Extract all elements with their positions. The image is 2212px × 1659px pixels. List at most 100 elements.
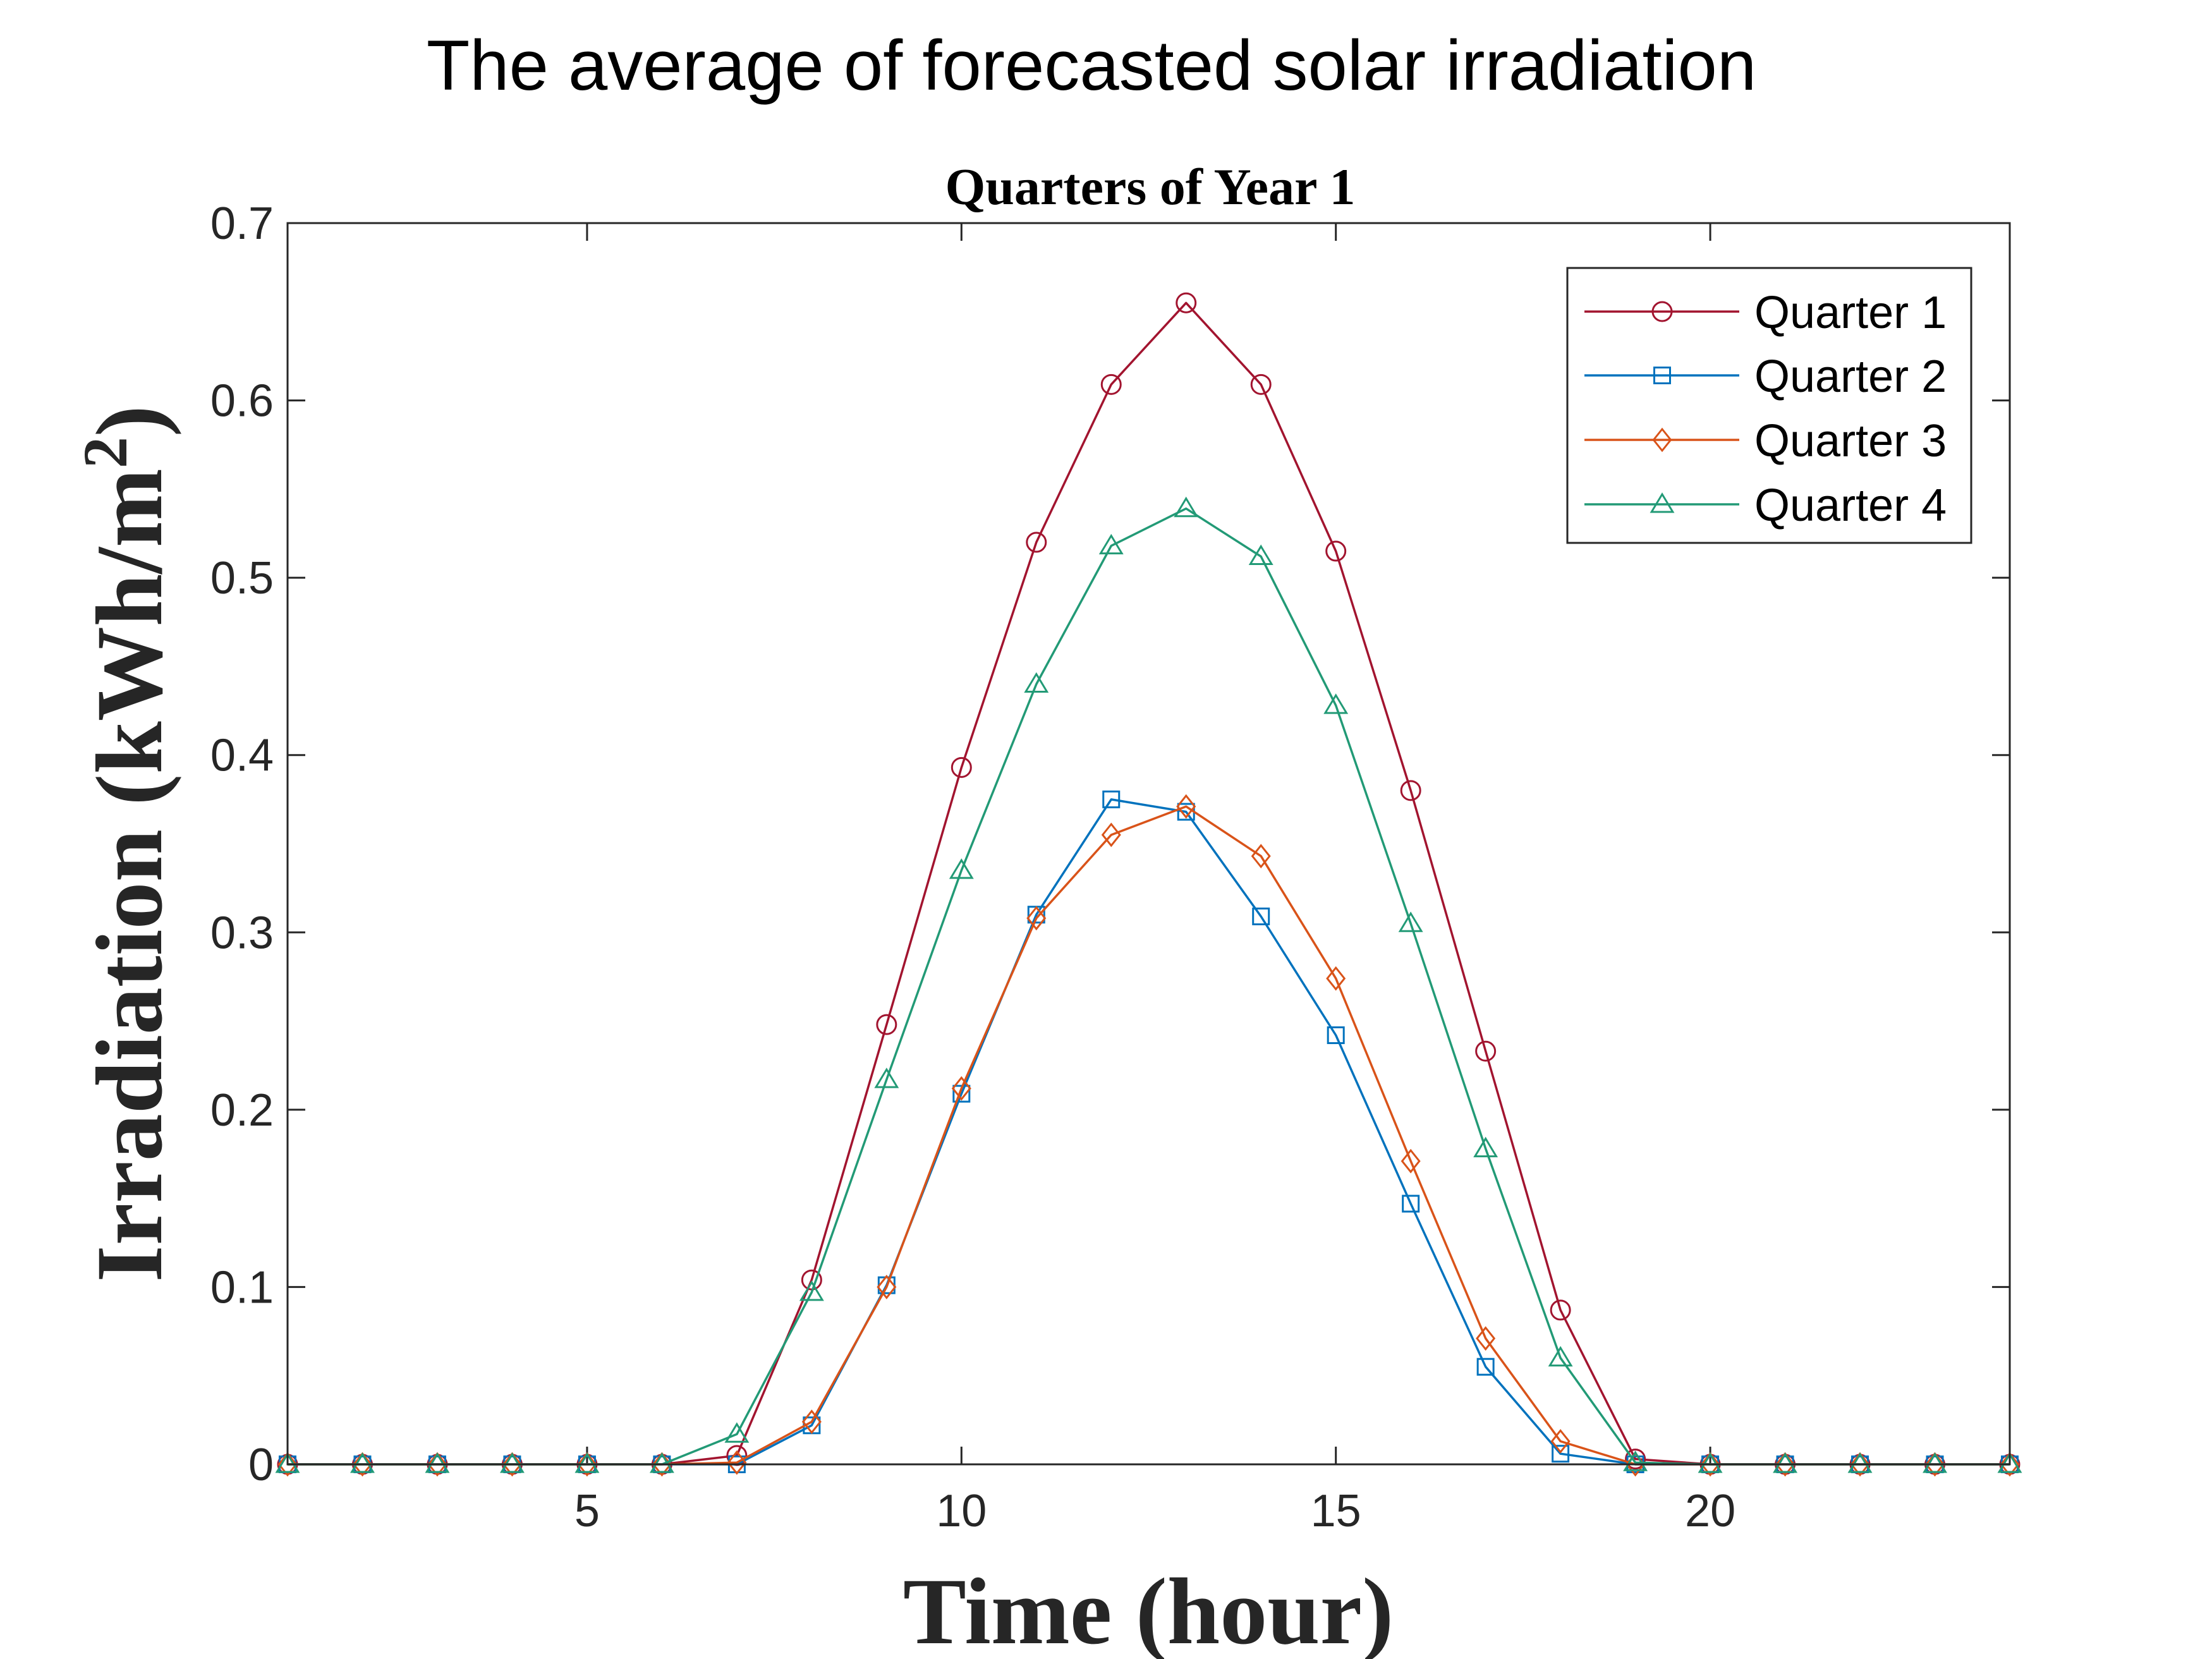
data-point-diamond xyxy=(1401,1148,1421,1174)
data-point-circle xyxy=(1400,780,1421,801)
data-point-triangle xyxy=(949,858,974,879)
data-point-diamond xyxy=(1775,1452,1796,1477)
data-point-square xyxy=(1476,1358,1495,1376)
data-point-circle xyxy=(1625,1449,1646,1470)
y-axis-label: Irradiation (kWh/m2) xyxy=(70,405,182,1282)
data-point-diamond xyxy=(1326,966,1346,991)
data-point-diamond xyxy=(502,1452,522,1477)
data-point-triangle xyxy=(1248,544,1273,565)
data-point-triangle xyxy=(649,1452,674,1473)
y-tick-label: 0.4 xyxy=(210,731,274,781)
x-tick-label: 15 xyxy=(1311,1486,1361,1536)
data-point-diamond xyxy=(1176,794,1196,819)
data-point-triangle xyxy=(1024,672,1049,693)
data-point-triangle xyxy=(350,1452,375,1473)
y-axis-label-close: ) xyxy=(77,405,182,437)
data-point-diamond xyxy=(1700,1452,1720,1477)
y-tick-label: 0.6 xyxy=(210,376,274,427)
legend-entry: Quarter 3 xyxy=(1584,416,1947,466)
data-point-diamond xyxy=(951,1076,971,1101)
data-point-triangle xyxy=(1323,693,1349,714)
y-tick-label: 0.1 xyxy=(210,1262,274,1313)
data-point-diamond xyxy=(1925,1452,1945,1477)
data-point-triangle xyxy=(1923,1452,1947,1473)
data-point-square xyxy=(1252,908,1270,926)
y-tick-label: 0.2 xyxy=(210,1085,274,1136)
legend-label: Quarter 2 xyxy=(1754,351,1947,402)
data-point-diamond xyxy=(1251,844,1271,869)
data-point-triangle xyxy=(1623,1450,1648,1471)
y-tick-label: 0.5 xyxy=(210,553,274,604)
data-point-diamond xyxy=(1550,1429,1571,1454)
data-point-circle xyxy=(1026,532,1047,553)
data-point-circle xyxy=(1176,292,1197,313)
data-point-circle xyxy=(1325,540,1347,562)
data-point-triangle xyxy=(574,1452,600,1473)
x-tick-label: 20 xyxy=(1685,1486,1735,1536)
data-point-circle xyxy=(951,757,972,778)
legend-entry: Quarter 4 xyxy=(1584,480,1947,531)
data-point-triangle xyxy=(1847,1452,1873,1473)
x-tick-label: 5 xyxy=(574,1486,600,1536)
data-point-triangle xyxy=(874,1067,899,1088)
legend: Quarter 1 Quarter 2 Quarter 3 Quarter 4 xyxy=(1566,267,1972,544)
legend-marker-square xyxy=(1653,367,1671,384)
data-point-circle xyxy=(1250,374,1272,395)
data-point-triangle xyxy=(799,1280,824,1301)
data-point-diamond xyxy=(2000,1452,2020,1477)
data-point-diamond xyxy=(1850,1452,1870,1477)
data-point-diamond xyxy=(877,1275,897,1299)
legend-entry: Quarter 1 xyxy=(1584,288,1947,338)
legend-box xyxy=(1566,267,1972,544)
data-point-diamond xyxy=(352,1452,372,1477)
x-axis-label: Time (hour) xyxy=(903,1559,1394,1659)
legend-marker-triangle xyxy=(1650,492,1675,513)
data-point-diamond xyxy=(1476,1326,1496,1351)
data-point-diamond xyxy=(727,1450,747,1475)
y-axis-label-main: Irradiation (kWh/m xyxy=(77,468,182,1282)
y-tick-label: 0.3 xyxy=(210,908,274,958)
data-point-diamond xyxy=(801,1409,822,1435)
x-tick-label: 10 xyxy=(936,1486,987,1536)
data-point-circle xyxy=(876,1014,897,1035)
y-tick-label: 0.7 xyxy=(210,198,274,249)
data-point-triangle xyxy=(499,1452,525,1473)
data-point-triangle xyxy=(275,1452,300,1473)
data-point-circle xyxy=(1100,374,1122,395)
data-point-diamond xyxy=(277,1452,298,1477)
data-point-triangle xyxy=(1698,1452,1723,1473)
legend-label: Quarter 3 xyxy=(1754,416,1947,466)
legend-label: Quarter 1 xyxy=(1754,288,1947,338)
plot-frame xyxy=(286,222,2011,1466)
y-tick-label: 0 xyxy=(248,1440,274,1490)
data-point-triangle xyxy=(425,1452,450,1473)
data-point-triangle xyxy=(1548,1346,1573,1367)
data-point-circle xyxy=(1550,1299,1571,1321)
data-point-triangle xyxy=(1174,496,1199,518)
data-point-diamond xyxy=(577,1452,597,1477)
data-point-triangle xyxy=(724,1422,750,1443)
data-point-circle xyxy=(1475,1040,1497,1062)
data-point-square xyxy=(1402,1194,1420,1213)
legend-entries: Quarter 1 Quarter 2 Quarter 3 Quarter 4 xyxy=(1584,288,1947,531)
data-point-triangle xyxy=(1398,911,1423,932)
tick-layer: 5 10 15 20 0 0.1 0.2 0.3 0.4 0.5 0.6 0.7 xyxy=(210,198,2010,1536)
legend-entry: Quarter 2 xyxy=(1584,351,1947,402)
data-point-diamond xyxy=(1026,906,1047,931)
data-point-triangle xyxy=(1773,1452,1798,1473)
y-axis-label-superscript: 2 xyxy=(70,437,140,468)
data-point-triangle xyxy=(1098,533,1124,555)
figure-suptitle: The average of forecasted solar irradiat… xyxy=(427,26,1756,105)
legend-marker-diamond xyxy=(1652,427,1672,453)
legend-label: Quarter 4 xyxy=(1754,480,1947,531)
data-point-diamond xyxy=(652,1452,672,1477)
data-point-triangle xyxy=(1473,1136,1498,1158)
data-point-diamond xyxy=(1101,822,1121,848)
data-point-square xyxy=(1327,1026,1345,1045)
chart-title: Quarters of Year 1 xyxy=(945,158,1356,216)
data-point-diamond xyxy=(427,1452,447,1477)
data-point-triangle xyxy=(1997,1452,2022,1473)
legend-marker-circle xyxy=(1651,301,1673,322)
data-point-square xyxy=(1102,790,1121,808)
